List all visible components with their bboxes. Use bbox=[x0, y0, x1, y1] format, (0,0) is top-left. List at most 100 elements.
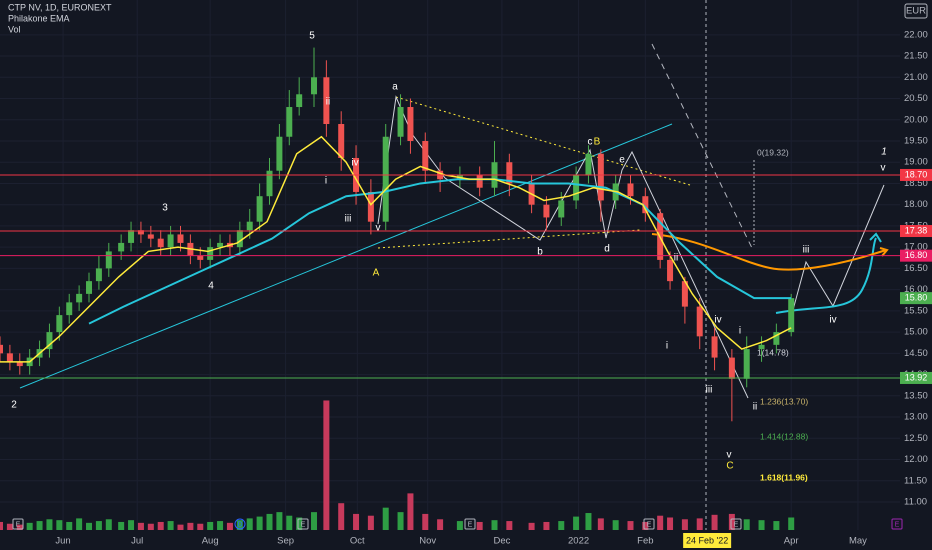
candle-body bbox=[642, 196, 649, 214]
y-tick-label: 20.50 bbox=[904, 93, 928, 104]
y-tick-label: 12.00 bbox=[904, 454, 928, 465]
indicator-label: Philakone EMA bbox=[8, 13, 70, 23]
volume-bar bbox=[612, 520, 619, 530]
volume-bar bbox=[476, 521, 483, 530]
volume-bar bbox=[246, 518, 253, 530]
event-label: E bbox=[301, 521, 306, 528]
volume-bar bbox=[86, 522, 93, 530]
wave-label: iii bbox=[345, 214, 352, 225]
wave-label: C bbox=[726, 461, 733, 472]
candle-body bbox=[46, 332, 53, 350]
candle-body bbox=[758, 344, 765, 350]
candle-body bbox=[382, 136, 389, 222]
volume-bar bbox=[338, 503, 345, 530]
volume-bar bbox=[6, 523, 13, 530]
volume-bar bbox=[667, 517, 674, 530]
candle-body bbox=[397, 107, 404, 137]
candle-body bbox=[407, 107, 414, 141]
candle-body bbox=[207, 247, 214, 260]
event-box bbox=[12, 518, 24, 530]
level-label: 16.80 bbox=[905, 250, 928, 260]
candle-body bbox=[773, 332, 780, 345]
event-box bbox=[730, 518, 742, 530]
candle-body bbox=[118, 242, 125, 252]
volume-bar bbox=[728, 513, 735, 530]
wave-label: i bbox=[739, 326, 741, 337]
y-tick-label: 22.00 bbox=[904, 29, 928, 40]
wave-label: iv bbox=[829, 315, 836, 326]
volume-bar bbox=[137, 522, 144, 530]
candle-body bbox=[558, 200, 565, 218]
volume-bar bbox=[397, 512, 404, 530]
candle-body bbox=[246, 221, 253, 231]
last-price-box bbox=[900, 292, 932, 305]
volume-bar bbox=[256, 516, 263, 530]
volume-bar bbox=[236, 520, 243, 530]
y-tick-label: 17.00 bbox=[904, 242, 928, 253]
level-label: 18.70 bbox=[905, 169, 928, 179]
currency: EUR bbox=[906, 6, 926, 17]
candle-body bbox=[266, 170, 273, 197]
y-tick-label: 21.00 bbox=[904, 72, 928, 83]
volume-bar bbox=[0, 521, 3, 530]
event-box bbox=[464, 518, 476, 530]
event-box bbox=[297, 518, 309, 530]
y-tick-label: 14.50 bbox=[904, 348, 928, 359]
volume-bar bbox=[187, 522, 194, 530]
event-label: D bbox=[237, 521, 242, 528]
candle-body bbox=[627, 183, 634, 197]
x-tick-label: Oct bbox=[350, 536, 365, 547]
y-tick-label: 13.00 bbox=[904, 412, 928, 423]
candle-body bbox=[177, 234, 184, 243]
volume-bar bbox=[367, 515, 374, 530]
candle-body bbox=[286, 107, 293, 137]
y-tick-label: 11.00 bbox=[904, 496, 927, 507]
candle-body bbox=[256, 196, 263, 222]
volume-bar bbox=[506, 521, 513, 530]
candle-body bbox=[338, 124, 345, 158]
volume-bar bbox=[217, 521, 224, 530]
candle-body bbox=[6, 353, 13, 362]
arrow bbox=[869, 232, 882, 243]
candle-body bbox=[95, 268, 102, 282]
candle-body bbox=[728, 357, 735, 379]
y-tick-label: 16.00 bbox=[904, 284, 928, 295]
y-tick-label: 18.00 bbox=[904, 199, 928, 210]
volume-bar bbox=[558, 521, 565, 530]
x-tick-label: May bbox=[849, 536, 867, 547]
wave-label: A bbox=[373, 268, 380, 279]
fib-label: 1(14.78) bbox=[757, 347, 789, 357]
volume-bar bbox=[585, 513, 592, 530]
currency-box bbox=[904, 3, 928, 19]
wave-label: iii bbox=[803, 245, 810, 256]
event-box bbox=[643, 518, 655, 530]
volume-bar bbox=[642, 521, 649, 530]
candle-body bbox=[217, 242, 224, 248]
candle-body bbox=[788, 298, 795, 333]
x-tick-label: Jul bbox=[131, 536, 143, 547]
volume-bar bbox=[657, 515, 664, 530]
volume-label: Vol bbox=[8, 24, 21, 34]
candle-body bbox=[157, 238, 164, 248]
volume-bar bbox=[543, 521, 550, 530]
wave-label: b bbox=[537, 247, 543, 258]
volume-bar bbox=[95, 521, 102, 530]
wave-label: 4 bbox=[208, 281, 214, 292]
volume-bar bbox=[128, 520, 135, 530]
ema-line bbox=[88, 178, 792, 325]
candle-body bbox=[86, 281, 93, 294]
projection-orange bbox=[651, 233, 887, 271]
volume-bar bbox=[696, 518, 703, 530]
volume-bar bbox=[711, 514, 718, 530]
candle-body bbox=[597, 153, 604, 201]
volume-bar bbox=[597, 518, 604, 530]
candle-body bbox=[167, 234, 174, 248]
wave-label: B bbox=[594, 137, 601, 148]
y-tick-label: 19.50 bbox=[904, 136, 928, 147]
volume-bar bbox=[407, 493, 414, 530]
candle-body bbox=[585, 153, 592, 175]
candle-body bbox=[128, 230, 135, 243]
candle-body bbox=[137, 230, 144, 235]
level-box bbox=[900, 225, 932, 238]
volume-bar bbox=[56, 520, 63, 530]
